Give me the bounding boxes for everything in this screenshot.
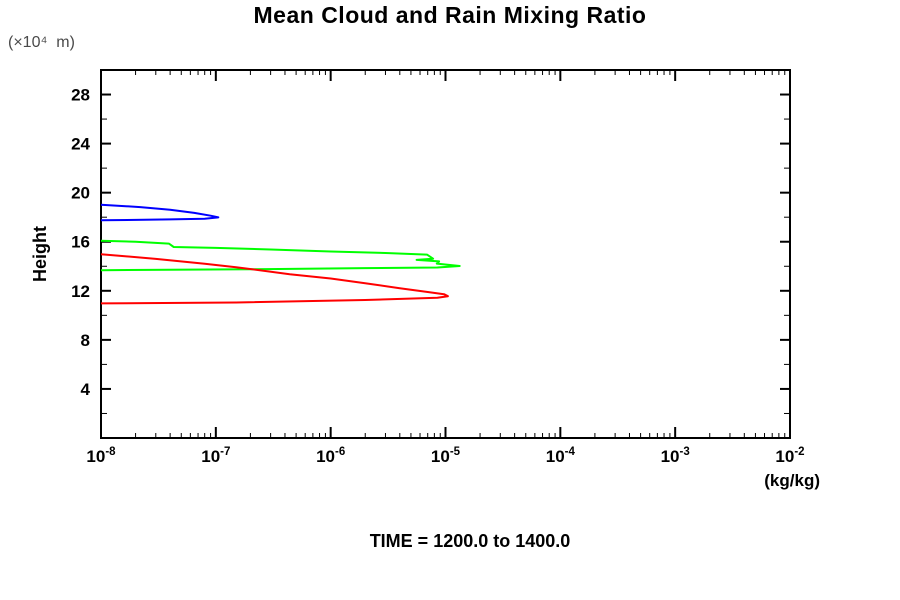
series-green-profile (100, 239, 461, 272)
chart-title: Mean Cloud and Rain Mixing Ratio (253, 2, 647, 28)
x-tick-label: 10-2 (775, 446, 804, 466)
x-tick-label: 10-6 (316, 446, 345, 466)
x-axis-unit-label: (kg/kg) (764, 471, 820, 490)
y-tick-label: 8 (81, 331, 90, 350)
y-tick-label: 12 (71, 282, 90, 301)
y-tick-label: 28 (71, 86, 90, 105)
y-tick-label: 4 (81, 380, 91, 399)
series-red-profile (100, 253, 449, 305)
y-tick-label: 24 (71, 135, 90, 154)
y-tick-label: 20 (71, 184, 90, 203)
x-tick-label: 10-3 (661, 446, 690, 466)
x-tick-label: 10-4 (546, 446, 576, 466)
series-blue-profile (100, 203, 220, 222)
x-tick-label: 10-7 (201, 446, 230, 466)
y-axis-unit-label: (×10⁴ m) (8, 34, 75, 51)
x-tick-label: 10-5 (431, 446, 461, 466)
y-tick-label: 16 (71, 233, 90, 252)
time-range-label: TIME = 1200.0 to 1400.0 (369, 531, 571, 551)
plot-frame (100, 69, 791, 439)
x-tick-label: 10-8 (86, 446, 116, 466)
